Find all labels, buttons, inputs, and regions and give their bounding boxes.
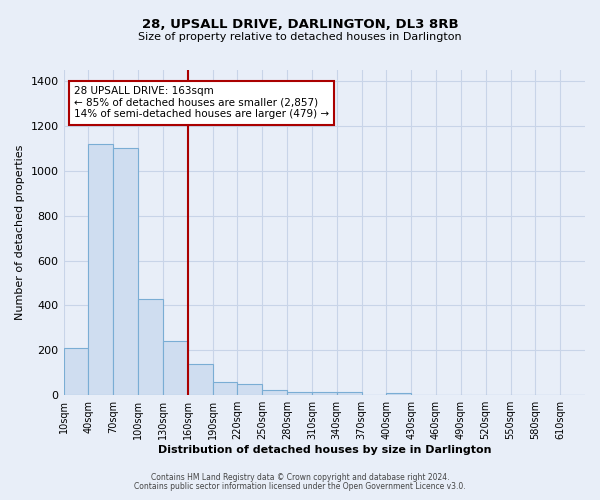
Text: Size of property relative to detached houses in Darlington: Size of property relative to detached ho… (138, 32, 462, 42)
Text: Contains HM Land Registry data © Crown copyright and database right 2024.: Contains HM Land Registry data © Crown c… (151, 474, 449, 482)
Bar (88, 144, 113, 395)
Bar (312, 392, 337, 395)
Bar (188, 364, 212, 395)
Text: 28, UPSALL DRIVE, DARLINGTON, DL3 8RB: 28, UPSALL DRIVE, DARLINGTON, DL3 8RB (142, 18, 458, 30)
X-axis label: Distribution of detached houses by size in Darlington: Distribution of detached houses by size … (158, 445, 491, 455)
Text: Contains public sector information licensed under the Open Government Licence v3: Contains public sector information licen… (134, 482, 466, 491)
Bar (163, 342, 188, 395)
Bar (64, 348, 88, 395)
Bar (337, 392, 362, 395)
Bar (386, 393, 411, 395)
Bar (262, 390, 287, 395)
Bar (212, 382, 238, 395)
Bar (238, 384, 262, 395)
Bar (113, 148, 138, 395)
Bar (287, 392, 312, 395)
Bar (138, 299, 163, 395)
Y-axis label: Number of detached properties: Number of detached properties (15, 145, 25, 320)
Text: 28 UPSALL DRIVE: 163sqm
← 85% of detached houses are smaller (2,857)
14% of semi: 28 UPSALL DRIVE: 163sqm ← 85% of detache… (74, 86, 329, 120)
